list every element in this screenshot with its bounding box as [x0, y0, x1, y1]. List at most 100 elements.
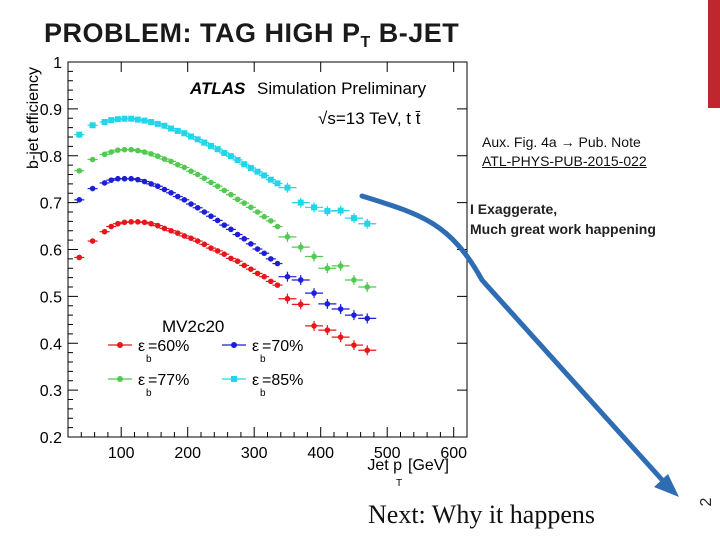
- legend-marker: [231, 376, 237, 382]
- data-point: [134, 116, 141, 123]
- data-point: [241, 200, 248, 206]
- note-pub-ref: Pub. Note: [578, 134, 641, 150]
- data-point: [337, 334, 344, 340]
- x-tick-label: 200: [174, 445, 201, 462]
- data-point: [234, 231, 241, 238]
- data-point: [268, 256, 274, 262]
- data-point: [274, 223, 281, 230]
- data-point: [284, 234, 291, 240]
- data-point: [188, 133, 195, 140]
- data-point: [214, 217, 221, 224]
- data-point: [214, 248, 221, 254]
- x-tick-label: 600: [440, 445, 467, 462]
- legend-eps: ε: [252, 372, 259, 389]
- data-point: [148, 181, 154, 187]
- data-point: [201, 241, 208, 248]
- data-point: [76, 197, 83, 203]
- data-point: [201, 175, 208, 182]
- y-axis-label: b-jet efficiency: [25, 67, 42, 169]
- data-point: [221, 251, 228, 257]
- data-point: [89, 156, 96, 163]
- series-1: [74, 175, 377, 324]
- legend-eps: ε: [138, 372, 145, 389]
- data-point: [241, 161, 248, 168]
- data-points: [74, 115, 377, 356]
- legend-marker: [231, 342, 237, 348]
- exaggerate-note: I Exaggerate, Much great work happening: [470, 199, 656, 239]
- data-point: [181, 197, 188, 203]
- data-point: [364, 284, 371, 290]
- data-point: [194, 238, 201, 244]
- data-point: [161, 186, 168, 193]
- next-topic: Next: Why it happens: [368, 500, 595, 529]
- data-point: [248, 241, 254, 247]
- data-point: [234, 196, 241, 203]
- data-point: [284, 184, 291, 191]
- data-point: [248, 266, 254, 272]
- data-point: [89, 238, 96, 244]
- data-point: [221, 187, 228, 194]
- data-point: [154, 183, 161, 190]
- arrow-curve: [359, 193, 667, 485]
- data-point: [324, 208, 331, 215]
- data-point: [228, 226, 234, 233]
- data-point: [141, 117, 148, 124]
- data-point: [148, 119, 155, 125]
- data-point: [174, 230, 181, 236]
- data-point: [234, 258, 241, 265]
- data-point: [194, 136, 201, 143]
- data-point: [351, 342, 357, 348]
- data-point: [128, 175, 134, 182]
- data-point: [174, 161, 181, 168]
- arrow-head: [654, 474, 679, 497]
- data-point: [101, 119, 108, 125]
- data-point: [76, 167, 83, 174]
- y-tick-label: 0.3: [40, 383, 62, 400]
- data-point: [297, 199, 304, 206]
- series-3: [74, 115, 377, 229]
- data-point: [121, 175, 128, 182]
- data-point: [337, 306, 344, 312]
- slide-title: PROBLEM: TAG HIGH PT B-JET: [44, 18, 459, 52]
- data-point: [181, 164, 188, 171]
- y-tick-label: 0.2: [40, 430, 62, 447]
- data-point: [141, 178, 148, 185]
- data-point: [284, 273, 291, 280]
- data-point: [254, 168, 261, 175]
- y-tick-label: 0.8: [40, 149, 62, 166]
- data-point: [350, 215, 357, 222]
- data-point: [261, 250, 267, 257]
- data-point: [108, 117, 115, 124]
- data-point: [141, 219, 148, 226]
- y-tick-label: 0.4: [40, 336, 62, 353]
- data-point: [214, 183, 221, 190]
- data-point: [364, 220, 371, 227]
- data-point: [188, 168, 194, 175]
- data-point: [311, 290, 317, 296]
- pub-note-link[interactable]: ATL-PHYS-PUB-2015-022: [482, 153, 647, 169]
- data-point: [108, 223, 115, 230]
- data-point: [135, 176, 141, 183]
- data-point: [297, 244, 304, 250]
- data-point: [181, 233, 188, 239]
- legend: εb=60% εb=70%εb=77% εb=85%: [108, 338, 303, 399]
- legend-sub: b: [146, 388, 152, 399]
- data-point: [337, 263, 344, 269]
- data-point: [324, 265, 331, 272]
- axes: 0.2 0.3 0.4 0.5 0.6 0.7 0.8 0.9 1 100 200 300 400 500…: [40, 55, 467, 462]
- data-point: [101, 228, 108, 235]
- data-point: [76, 131, 83, 138]
- legend-sub: b: [260, 354, 266, 365]
- data-point: [234, 156, 241, 163]
- data-point: [154, 153, 161, 160]
- data-point: [101, 151, 108, 158]
- accent-bar: [708, 0, 720, 108]
- x-tick-label: 500: [374, 445, 401, 462]
- data-point: [114, 116, 121, 123]
- data-point: [261, 213, 267, 220]
- y-tick-label: 0.7: [40, 196, 62, 213]
- data-point: [297, 301, 304, 308]
- legend-eps: ε: [252, 338, 259, 355]
- data-point: [227, 153, 234, 160]
